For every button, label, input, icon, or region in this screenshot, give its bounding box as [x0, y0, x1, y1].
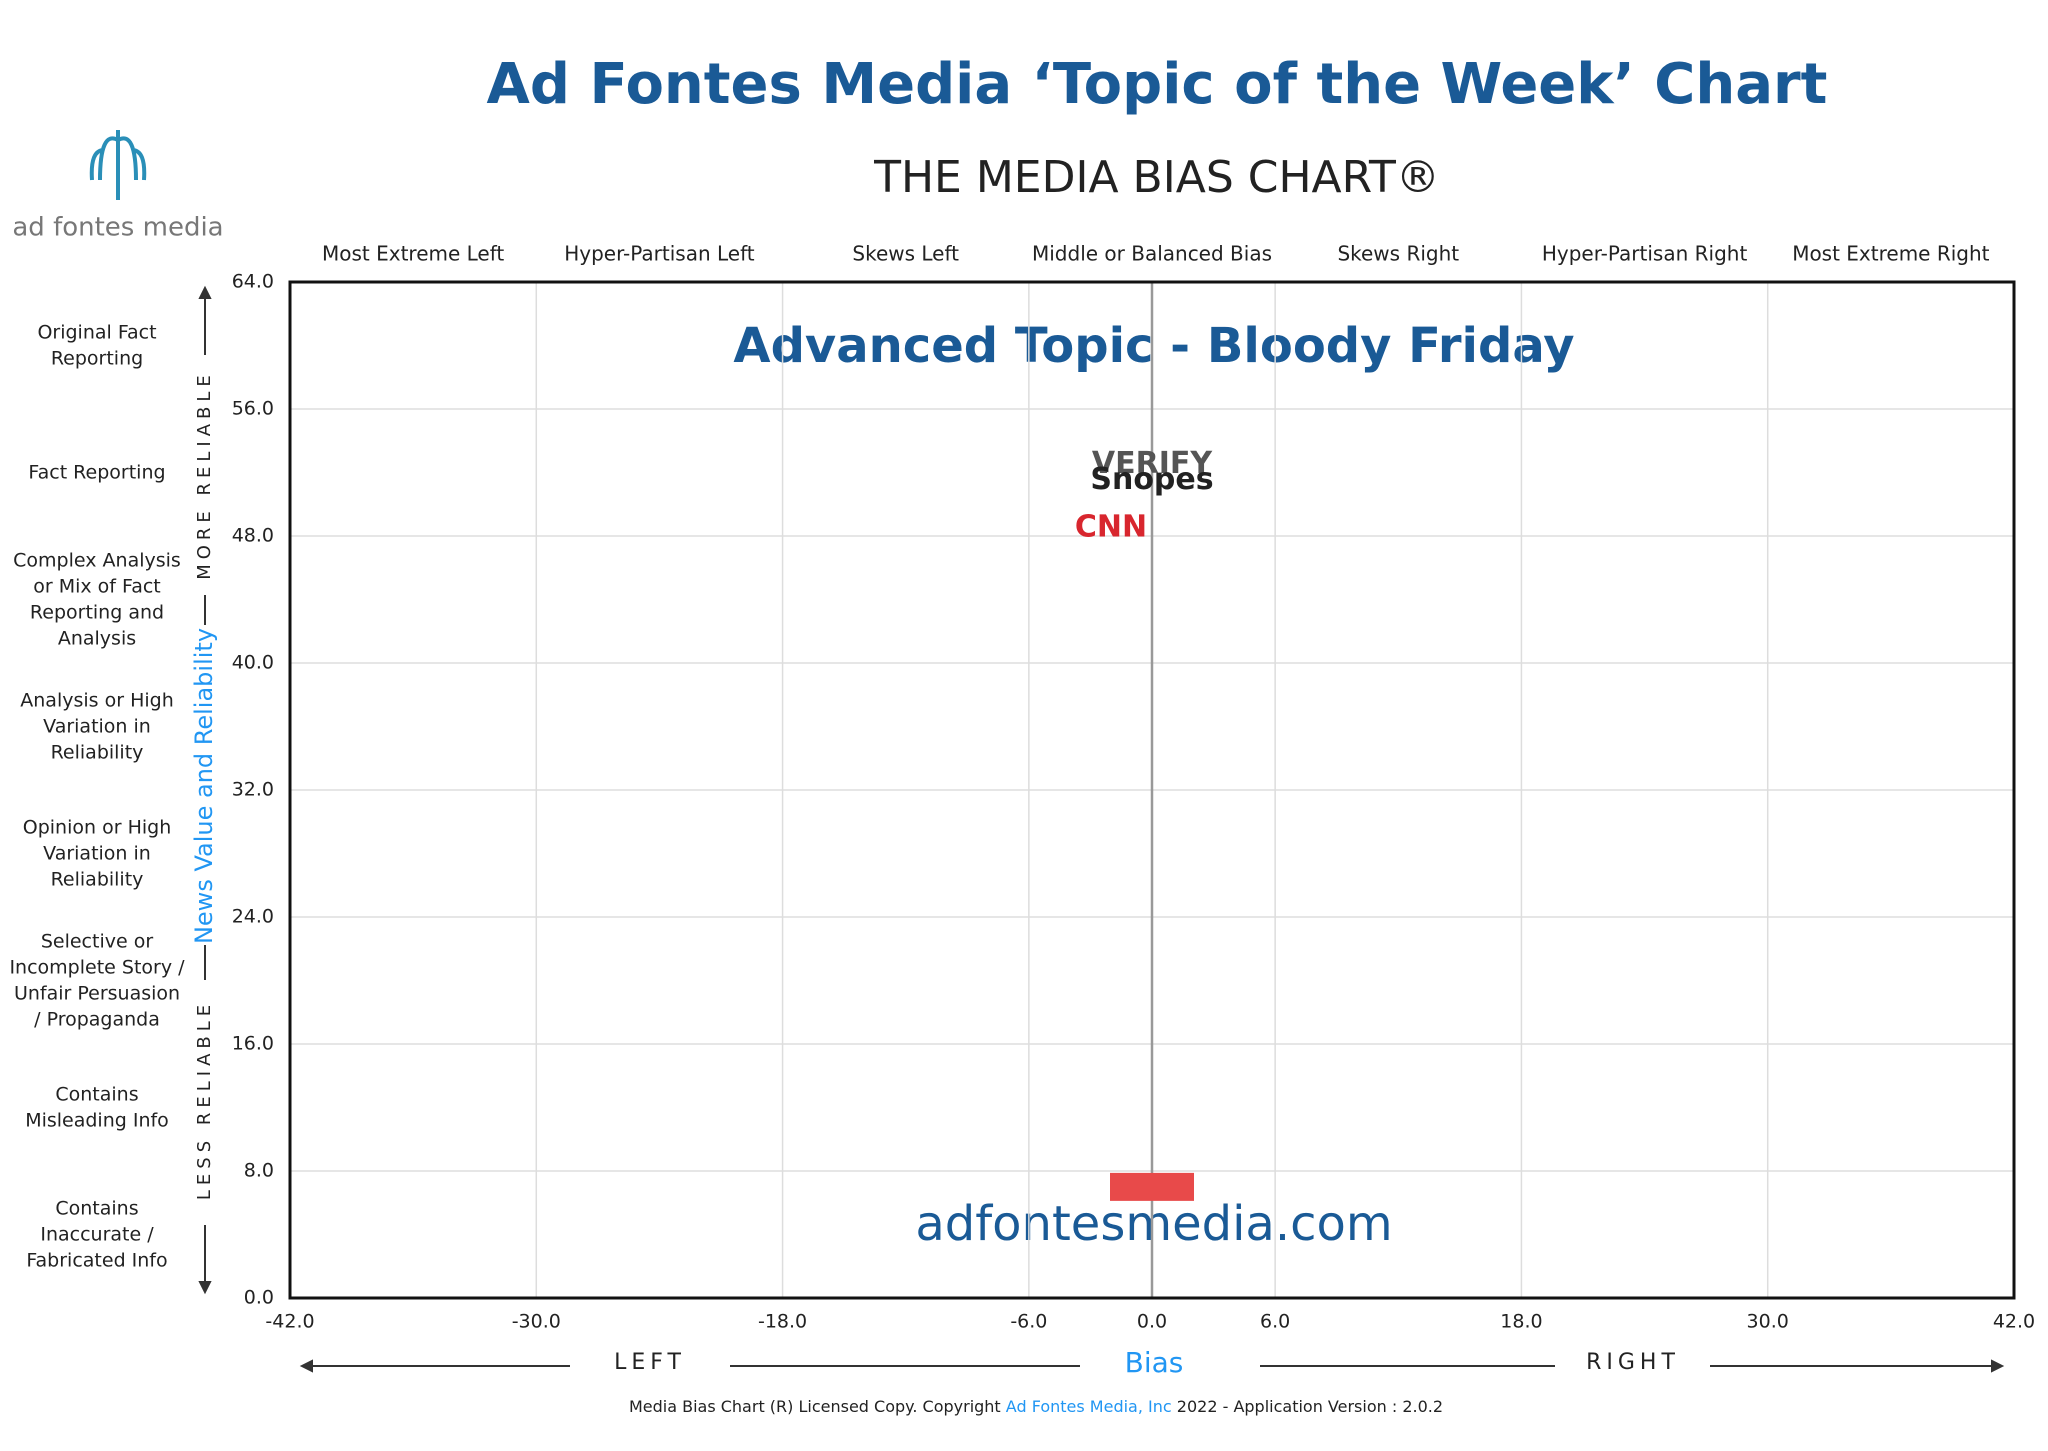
chart-subtitle: THE MEDIA BIAS CHART®	[873, 152, 1440, 203]
y-tick-label: 24.0	[232, 906, 274, 928]
y-axis-title: News Value and Reliability	[190, 628, 218, 944]
reliability-line: Contains	[55, 1197, 138, 1219]
x-left-label: LEFT	[614, 1350, 686, 1375]
reliability-category: Complex Analysis or Mix of Fact Reporting …	[13, 549, 181, 649]
reliability-line: Complex Analysis	[13, 549, 181, 571]
chart-title: Ad Fontes Media ‘Topic of the Week’ Char…	[487, 52, 1828, 117]
reliability-line: Opinion or High	[23, 816, 171, 838]
x-tick-label: -30.0	[512, 1311, 561, 1333]
y-tick-label: 0.0	[244, 1287, 274, 1309]
reliability-category: Selective or Incomplete Story / Unfair Per…	[9, 930, 185, 1030]
reliability-line: Reporting	[51, 347, 143, 369]
y-tick-label: 64.0	[232, 271, 274, 293]
bias-category: Most Extreme Right	[1792, 242, 1989, 266]
x-tick-label: 30.0	[1747, 1311, 1789, 1333]
reliability-line: Reliability	[51, 741, 144, 763]
x-right-label: RIGHT	[1586, 1350, 1680, 1375]
x-tick-label: 18.0	[1500, 1311, 1542, 1333]
bias-category: Skews Left	[852, 242, 959, 266]
outlet-logo	[1110, 1172, 1194, 1201]
bias-category: Hyper-Partisan Left	[564, 242, 755, 266]
y-tick-label: 32.0	[232, 779, 274, 801]
reliability-line: Analysis or High	[20, 689, 173, 711]
reliability-line: Reliability	[51, 868, 144, 890]
footer-link[interactable]: Ad Fontes Media, Inc	[1006, 1397, 1172, 1416]
footer: Media Bias Chart (R) Licensed Copy. Copy…	[629, 1397, 1443, 1416]
reliability-line: Variation in	[43, 842, 151, 864]
reliability-line: Variation in	[43, 715, 151, 737]
reliability-category: Contains Inaccurate / Fabricated Info	[26, 1197, 167, 1271]
logo-icon	[89, 130, 147, 200]
footer-text: Media Bias Chart (R) Licensed Copy. Copy…	[629, 1397, 1006, 1416]
x-tick-label: 0.0	[1137, 1311, 1167, 1333]
reliability-line: Unfair Persuasion	[14, 982, 180, 1004]
brand: ad fontes media	[12, 213, 223, 243]
outlet-logo: VERIFY	[1092, 446, 1213, 481]
plot-frame	[288, 280, 2016, 1300]
reliability-line: / Propaganda	[34, 1008, 160, 1030]
bias-category: Skews Right	[1337, 242, 1459, 266]
x-tick-label: 42.0	[1993, 1311, 2035, 1333]
y-tick-label: 16.0	[232, 1033, 274, 1055]
reliability-line: Inaccurate /	[40, 1223, 154, 1245]
reliability-line: Contains	[55, 1083, 138, 1105]
reliability-line: Analysis	[58, 627, 136, 649]
y-tick-label: 8.0	[244, 1160, 274, 1182]
y-bottom-label: LESS RELIABLE	[194, 1000, 215, 1200]
reliability-category: Contains Misleading Info	[25, 1083, 169, 1131]
reliability-category: Fact Reporting	[28, 461, 165, 483]
y-tick-label: 48.0	[232, 525, 274, 547]
x-tick-label: -42.0	[265, 1311, 314, 1333]
x-tick-label: -6.0	[1010, 1311, 1047, 1333]
reliability-line: Reporting and	[30, 601, 164, 623]
y-top-label: MORE RELIABLE	[194, 370, 215, 580]
watermark: adfontesmedia.com	[915, 1196, 1392, 1252]
reliability-line: Incomplete Story /	[9, 956, 185, 978]
reliability-line: Fact Reporting	[28, 461, 165, 483]
reliability-line: Selective or	[41, 930, 153, 952]
reliability-line: Fabricated Info	[26, 1249, 167, 1271]
y-tick-label: 56.0	[232, 398, 274, 420]
footer-text: 2022 - Application Version : 2.0.2	[1172, 1397, 1443, 1416]
bias-category: Most Extreme Left	[322, 242, 504, 266]
y-tick-label: 40.0	[232, 652, 274, 674]
x-tick-label: 6.0	[1260, 1311, 1290, 1333]
annotation: Advanced Topic - Bloody Friday	[733, 318, 1574, 374]
x-axis-title: Bias	[1125, 1346, 1184, 1379]
reliability-category: Original Fact Reporting	[37, 321, 156, 369]
x-arrows	[299, 1359, 2005, 1373]
outlet-logo: CNN	[1075, 510, 1147, 545]
reliability-line: or Mix of Fact	[33, 575, 161, 597]
reliability-line: Misleading Info	[25, 1109, 169, 1131]
reliability-category: Opinion or High Variation in Reliability	[23, 816, 171, 890]
outlet-logo: Snopes	[1090, 462, 1213, 497]
x-tick-label: -18.0	[758, 1311, 807, 1333]
reliability-line: Original Fact	[37, 321, 156, 343]
bias-category: Middle or Balanced Bias	[1032, 242, 1272, 266]
reliability-category: Analysis or High Variation in Reliability	[20, 689, 173, 763]
bias-category: Hyper-Partisan Right	[1542, 242, 1748, 266]
y-arrows	[198, 285, 212, 1295]
